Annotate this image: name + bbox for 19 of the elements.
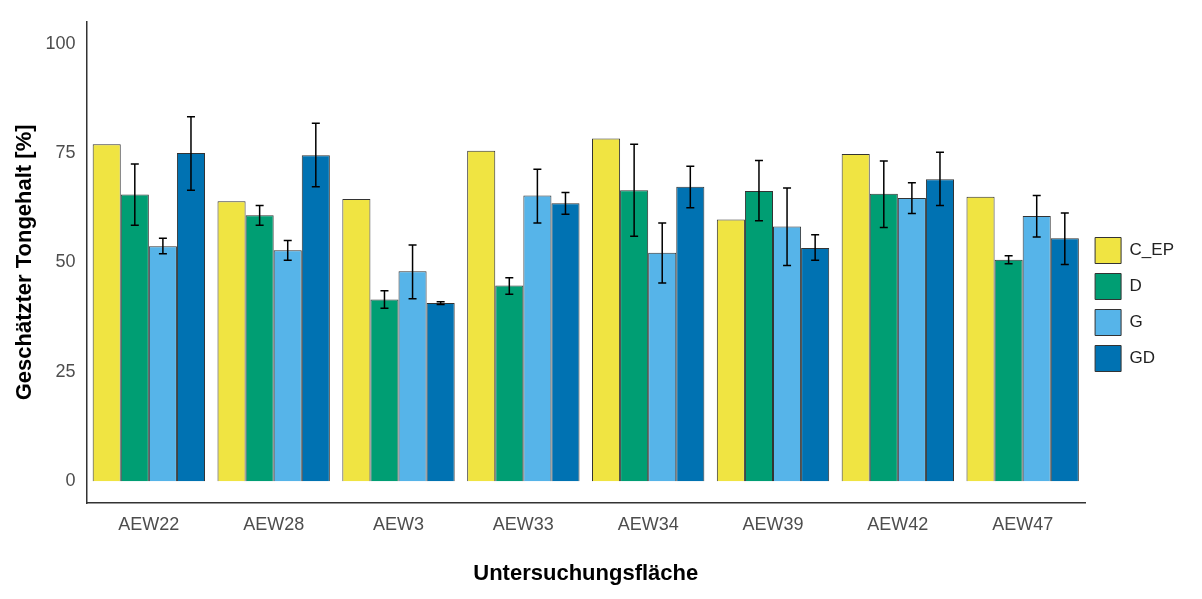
y-tick-label: 50 bbox=[55, 251, 76, 272]
y-tick-label: 100 bbox=[45, 32, 76, 53]
legend-label: G bbox=[1129, 312, 1143, 332]
x-tick-label: AEW28 bbox=[243, 513, 305, 534]
legend-label: GD bbox=[1129, 348, 1156, 368]
x-tick-label: AEW47 bbox=[992, 513, 1054, 534]
y-tick-label: 0 bbox=[65, 470, 76, 491]
x-tick-label: AEW34 bbox=[617, 513, 679, 534]
y-tick-label: 75 bbox=[55, 142, 76, 163]
y-tick-label: 25 bbox=[55, 360, 76, 381]
y-axis-title: Geschätzter Tongehalt [%] bbox=[11, 124, 37, 401]
legend-label: C_EP bbox=[1129, 240, 1175, 260]
x-tick-label: AEW3 bbox=[373, 513, 425, 534]
x-tick-label: AEW22 bbox=[118, 513, 180, 534]
legend-label: D bbox=[1129, 276, 1142, 296]
x-tick-label: AEW33 bbox=[492, 513, 554, 534]
x-tick-label: AEW42 bbox=[867, 513, 929, 534]
x-axis-title: Untersuchungsfläche bbox=[473, 559, 699, 585]
x-tick-label: AEW39 bbox=[742, 513, 804, 534]
